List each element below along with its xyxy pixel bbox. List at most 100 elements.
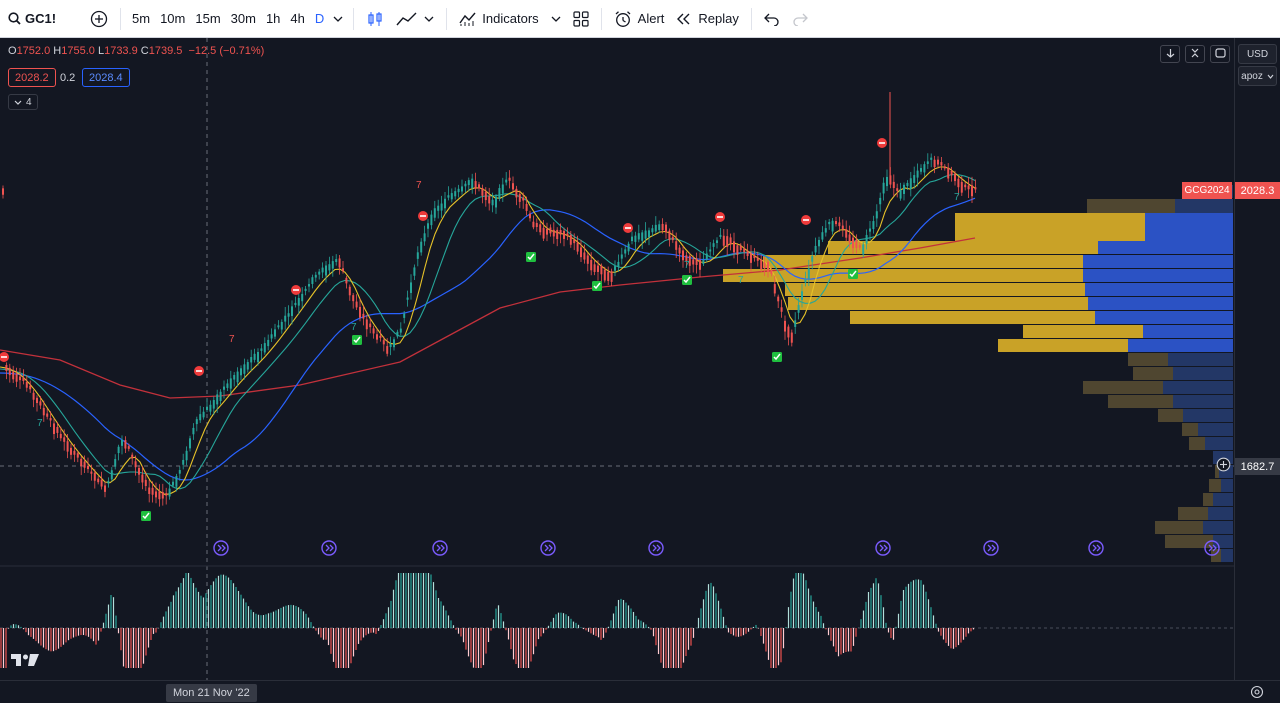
buy-signal-check-icon [849, 270, 857, 278]
candle-body [59, 433, 62, 439]
interval-4h[interactable]: 4h [290, 11, 305, 26]
candle-body [858, 245, 861, 248]
close-label: C [140, 45, 149, 57]
candle-body [722, 235, 725, 246]
chart-canvas[interactable]: 7 7 7 7 7 7 7 [0, 38, 1234, 680]
candle-body [950, 170, 953, 176]
candle-body [216, 394, 219, 405]
scroll-down-button[interactable] [1160, 45, 1180, 63]
candle-body [63, 437, 66, 442]
candle-body [712, 243, 715, 247]
event-marker-icon [983, 540, 999, 556]
line-chart-button[interactable] [390, 5, 440, 33]
candle-body [692, 259, 695, 265]
price-axis[interactable]: USD apoz 2028.3 1682.7 [1234, 38, 1280, 680]
chart-pane[interactable]: 7 7 7 7 7 7 7 [0, 38, 1234, 680]
candle-style-button[interactable] [360, 5, 390, 33]
candle-body [2, 188, 4, 195]
candle-body [83, 461, 86, 468]
candle-body [127, 446, 130, 449]
candle-body [869, 228, 871, 232]
event-marker-icon [991, 544, 996, 552]
candle-body [767, 261, 769, 273]
volume-profile-down-bar [1203, 493, 1213, 506]
candle-body [389, 343, 392, 348]
candle-body [546, 228, 548, 235]
candle-body [688, 255, 691, 266]
buy-price-pill[interactable]: 2028.4 [82, 68, 130, 87]
candle-body [539, 224, 542, 233]
last-price-label: 2028.3 [1235, 182, 1280, 199]
layout-templates-button[interactable] [567, 5, 595, 33]
high-label: H [53, 45, 62, 57]
volume-profile-up-bar [1221, 479, 1233, 492]
indicators-collapse-button[interactable]: 4 [8, 94, 38, 110]
candle-body [117, 446, 120, 454]
candle-body [304, 288, 307, 291]
candle-body [637, 233, 640, 240]
volume-profile-up-bar [1205, 437, 1233, 450]
candle-body [36, 397, 38, 404]
candle-body [909, 178, 912, 190]
redo-button[interactable] [786, 5, 814, 33]
undo-button[interactable] [758, 5, 786, 33]
symbol-search-button[interactable]: GC1! [0, 5, 78, 33]
candle-body [573, 239, 576, 244]
candle-body [161, 492, 164, 499]
time-axis-settings-button[interactable] [1250, 685, 1266, 701]
interval-30m[interactable]: 30m [230, 11, 256, 26]
rewind-icon [676, 13, 692, 25]
candle-body [53, 423, 55, 435]
interval-10m[interactable]: 10m [160, 11, 186, 26]
candle-body [556, 229, 559, 240]
candle-body [66, 441, 69, 452]
candle-body [964, 184, 967, 188]
candle-body [199, 414, 202, 421]
candle-body [372, 328, 375, 334]
collapse-pane-button[interactable] [1185, 45, 1205, 63]
interval-15m[interactable]: 15m [195, 11, 221, 26]
event-marker-icon [548, 544, 553, 552]
interval-d[interactable]: D [314, 11, 325, 26]
candle-body [403, 313, 406, 318]
volume-profile-up-bar [1173, 367, 1233, 380]
candle-body [937, 159, 939, 165]
sequential-count-label: 7 [738, 275, 744, 286]
candle-body [668, 230, 671, 241]
candle-body [386, 346, 389, 354]
candle-body [335, 259, 338, 263]
candle-body [291, 306, 293, 316]
interval-dropdown-button[interactable] [329, 5, 347, 33]
candle-body [212, 400, 215, 409]
interval-5m[interactable]: 5m [132, 11, 151, 26]
volume-profile-down-bar [1209, 479, 1221, 492]
currency-selector[interactable]: USD [1238, 44, 1277, 64]
candle-body [362, 313, 365, 319]
candle-body [896, 188, 899, 191]
candle-body [134, 461, 137, 468]
candle-body [19, 376, 21, 381]
candle-body [178, 470, 181, 474]
interval-1h[interactable]: 1h [265, 11, 281, 26]
maximize-pane-button[interactable] [1210, 45, 1230, 63]
candle-body [933, 159, 936, 168]
sequential-count-label: 7 [416, 180, 422, 191]
candle-body [97, 478, 100, 483]
candle-body [515, 188, 518, 198]
candle-body [229, 378, 232, 389]
time-axis[interactable]: Mon 21 Nov '22 [0, 680, 1280, 703]
sell-price-pill[interactable]: 2028.2 [8, 68, 56, 87]
volume-profile-down-bar [850, 311, 1095, 324]
scale-mode-selector[interactable]: apoz [1238, 66, 1277, 86]
add-alert-button[interactable] [1213, 457, 1233, 475]
candle-body [331, 261, 334, 269]
alert-button[interactable]: Alert [608, 5, 671, 33]
compare-symbol-button[interactable] [84, 5, 114, 33]
volume-profile-down-bar [788, 297, 1088, 310]
candle-body [342, 268, 344, 272]
change-value: −12.5 (−0.71%) [188, 45, 265, 57]
volume-profile-down-bar [1108, 395, 1173, 408]
indicators-button[interactable]: Indicators [453, 5, 566, 33]
replay-button[interactable]: Replay [670, 5, 744, 33]
candle-body [600, 265, 603, 275]
